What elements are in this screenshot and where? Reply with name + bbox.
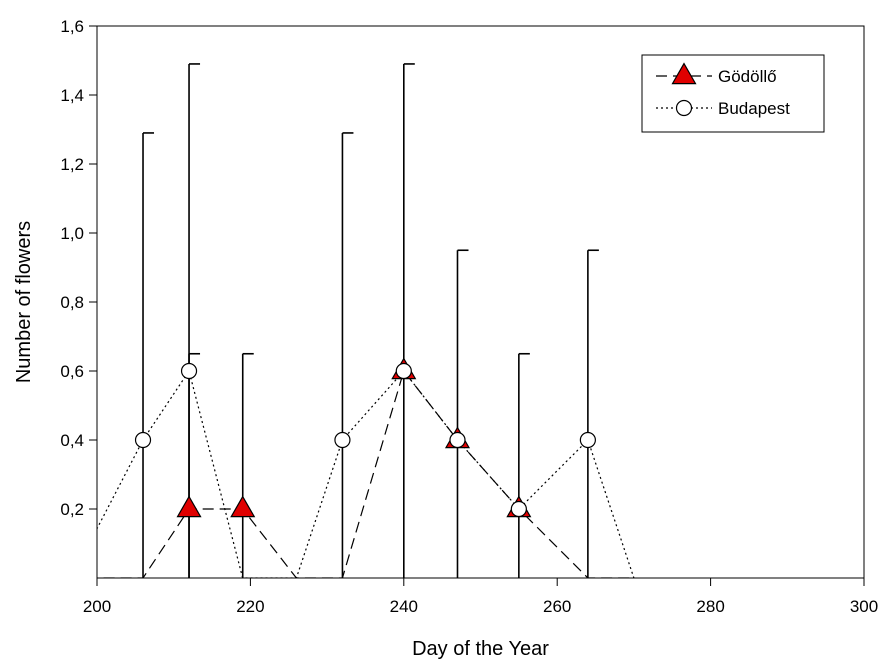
x-axis-title: Day of the Year <box>412 638 549 660</box>
legend-marker-1 <box>675 99 693 117</box>
error-bars <box>142 63 599 578</box>
legend: Gödöllő Budapest <box>641 54 825 133</box>
marker-1-8 <box>449 431 466 449</box>
y-tick-label-4: 1,0 <box>60 224 84 243</box>
x-tick-label-0: 200 <box>83 597 111 616</box>
x-tick-label-2: 240 <box>390 597 418 616</box>
y-tick-label-1: 0,4 <box>60 431 84 450</box>
x-tick-label-4: 280 <box>696 597 724 616</box>
x-tick-label-5: 300 <box>850 597 878 616</box>
legend-box <box>641 54 825 133</box>
y-axis-ticks: 0,2 0,4 0,6 0,8 1,0 1,2 1,4 1,6 <box>60 17 97 519</box>
plot-lines <box>97 369 635 578</box>
series-line-1 <box>97 369 635 578</box>
y-axis-title: Number of flowers <box>13 221 35 383</box>
markers <box>134 357 596 518</box>
y-tick-label-5: 1,2 <box>60 155 84 174</box>
y-tick-label-3: 0,8 <box>60 293 84 312</box>
legend-marker-0 <box>671 62 697 85</box>
x-axis-ticks: 200 220 240 260 280 300 <box>83 578 878 616</box>
legend-label-1: Budapest <box>718 99 790 118</box>
marker-1-7 <box>395 362 412 380</box>
y-tick-label-2: 0,6 <box>60 362 84 381</box>
series-line-0 <box>97 369 634 578</box>
marker-1-6 <box>334 431 351 449</box>
legend-label-0: Gödöllő <box>718 67 777 86</box>
y-tick-label-7: 1,6 <box>60 17 84 36</box>
x-tick-label-1: 220 <box>236 597 264 616</box>
marker-1-9 <box>510 500 527 518</box>
marker-1-10 <box>579 431 596 449</box>
marker-0-3 <box>176 495 202 518</box>
x-tick-label-3: 260 <box>543 597 571 616</box>
marker-1-2 <box>134 431 152 449</box>
marker-1-3 <box>180 362 198 380</box>
marker-0-4 <box>230 495 256 518</box>
y-tick-label-0: 0,2 <box>60 500 84 519</box>
y-tick-label-6: 1,4 <box>60 86 84 105</box>
